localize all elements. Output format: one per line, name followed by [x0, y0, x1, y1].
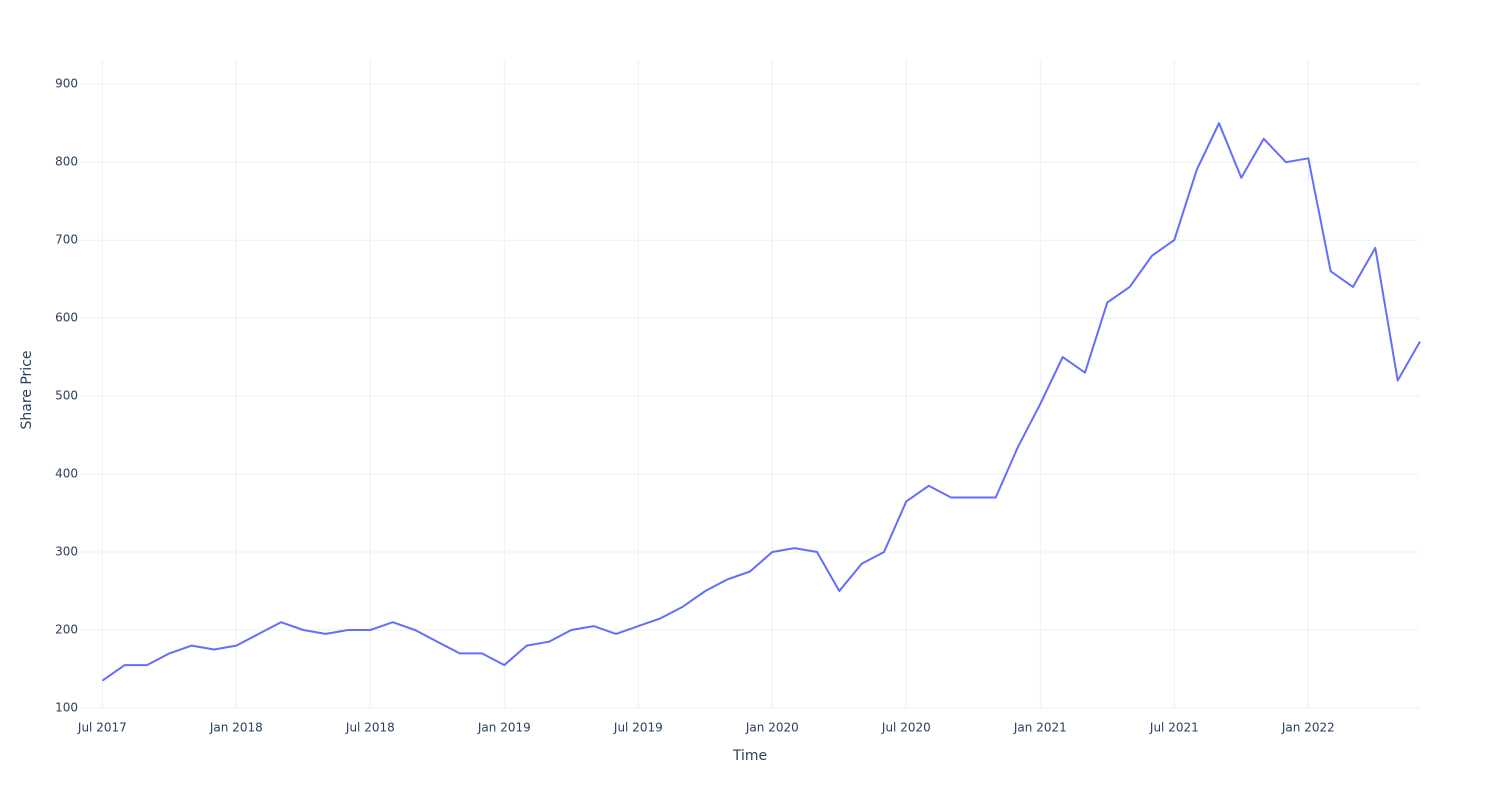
y-tick-label: 700	[55, 233, 78, 247]
x-tick-label: Jul 2018	[345, 721, 395, 735]
y-axis-title: Share Price	[19, 350, 35, 429]
x-tick-label: Jan 2020	[745, 721, 799, 735]
x-tick-label: Jan 2018	[209, 721, 263, 735]
y-tick-label: 800	[55, 155, 78, 169]
x-tick-label: Jan 2022	[1281, 721, 1335, 735]
x-tick-label: Jan 2019	[477, 721, 531, 735]
y-tick-label: 500	[55, 389, 78, 403]
y-tick-label: 600	[55, 311, 78, 325]
x-tick-label: Jul 2019	[613, 721, 663, 735]
x-tick-label: Jul 2020	[881, 721, 931, 735]
x-tick-label: Jul 2017	[77, 721, 127, 735]
x-tick-label: Jan 2021	[1013, 721, 1067, 735]
y-tick-label: 300	[55, 545, 78, 559]
y-tick-label: 900	[55, 77, 78, 91]
y-tick-label: 100	[55, 701, 78, 715]
price-line	[101, 122, 1421, 682]
x-axis-title: Time	[732, 748, 767, 764]
y-tick-label: 200	[55, 623, 78, 637]
x-tick-label: Jul 2021	[1149, 721, 1199, 735]
y-tick-label: 400	[55, 467, 78, 481]
